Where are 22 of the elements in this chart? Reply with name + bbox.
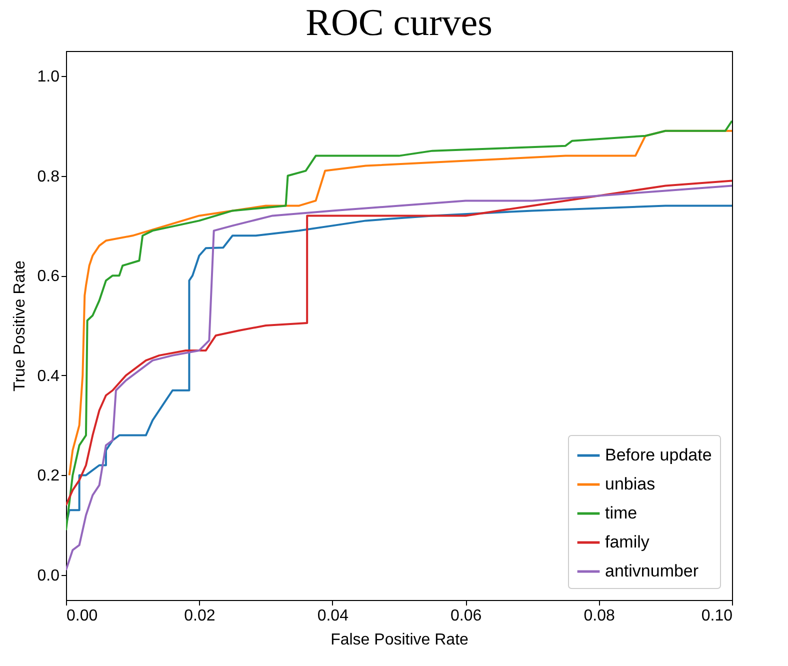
line-series (66, 120, 732, 532)
x-tick-label: 0.04 (317, 608, 349, 624)
y-tick-label: 0.2 (37, 468, 60, 485)
legend-label: Before update (605, 446, 712, 464)
x-tick-label: 0.10 (701, 608, 733, 624)
chart-title: ROC curves (306, 2, 492, 44)
legend-label: family (605, 532, 650, 552)
legend-label: time (605, 504, 638, 522)
y-tick-label: 0.0 (37, 568, 60, 585)
y-tick-label: 0.6 (37, 268, 60, 286)
x-tick-label: 0.06 (450, 608, 482, 624)
x-tick-label: 0.08 (584, 608, 615, 624)
y-tick-label: 0.4 (37, 368, 60, 385)
legend-label: unbias (605, 474, 656, 494)
y-axis-title: True Positive Rate (11, 260, 28, 392)
x-tick-label: 0.02 (184, 608, 216, 624)
legend-label: antivnumber (605, 562, 699, 580)
y-tick-label: 1.0 (37, 68, 60, 86)
y-tick-label: 0.8 (37, 168, 60, 186)
x-tick-label: 0.00 (66, 608, 98, 624)
x-axis-title: False Positive Rate (330, 632, 469, 648)
line-series (68, 130, 732, 476)
